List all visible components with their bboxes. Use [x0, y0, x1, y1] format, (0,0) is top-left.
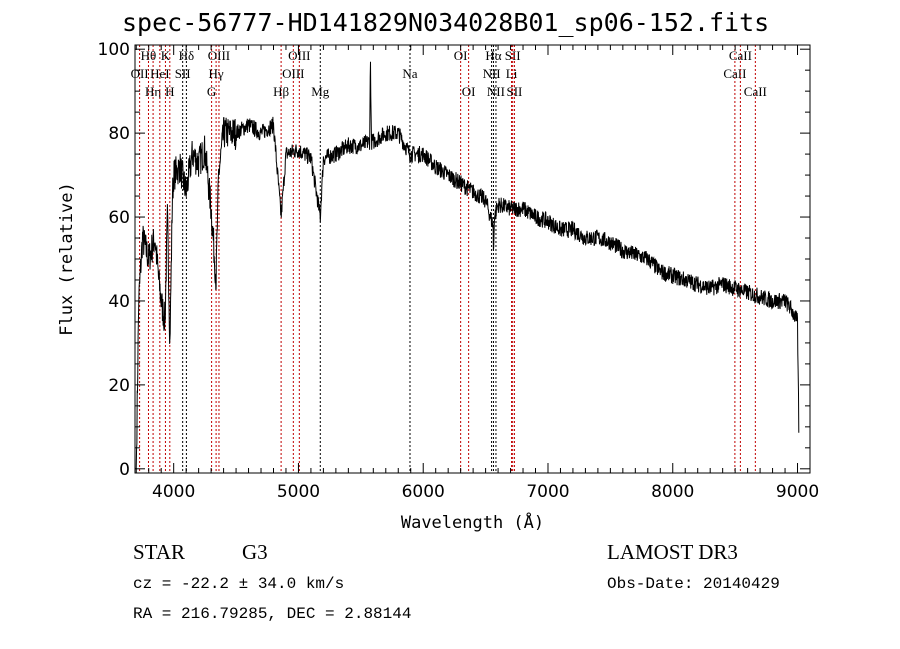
spectral-line-label: Na [402, 66, 417, 81]
spectral-line-label: CaII [729, 48, 752, 63]
ra-dec: RA = 216.79285, DEC = 2.88144 [133, 605, 412, 623]
y-tick-label: 0 [119, 460, 130, 480]
y-axis-label: Flux (relative) [57, 182, 77, 336]
chart-title: spec-56777-HD141829N034028B01_sp06-152.f… [122, 8, 770, 37]
spectral-line-label: OIII [208, 48, 230, 63]
spectral-line-label: Hδ [179, 48, 195, 63]
spectrum-line [135, 61, 800, 470]
spectral-line-label: HeI [150, 66, 170, 81]
spectral-line-label: Hα [485, 48, 501, 63]
x-tick-label: 7000 [526, 482, 569, 502]
spectral-line-label: Hη [145, 84, 161, 99]
spectral-line-label: SII [175, 66, 191, 81]
spectral-line-label: OIII [282, 66, 304, 81]
spectral-line-label: OI [462, 84, 476, 99]
object-class: STAR [133, 540, 185, 564]
spectral-line-label: OII [131, 66, 149, 81]
x-axis-label: Wavelength (Å) [401, 511, 544, 533]
redshift-text: cz = -22.2 ± 34.0 km/s [133, 575, 345, 593]
spectral-line-label: Li [506, 66, 518, 81]
x-tick-label: 9000 [776, 482, 819, 502]
object-subclass: G3 [242, 540, 268, 564]
spectral-line-label: OIII [288, 48, 310, 63]
spectral-line-label: CaII [723, 66, 746, 81]
spectral-line-label: Hβ [273, 84, 289, 99]
spectral-line-label: OI [454, 48, 468, 63]
spectral-line-label: H [165, 84, 174, 99]
spectral-line-label: G [207, 84, 216, 99]
spectral-line-label: K [161, 48, 171, 63]
y-tick-label: 60 [108, 208, 130, 228]
y-tick-label: 20 [108, 376, 130, 396]
spectral-line-label: Mg [311, 84, 330, 99]
x-tick-label: 6000 [402, 482, 445, 502]
plot-frame [134, 44, 811, 474]
spectral-line-label: SII [505, 48, 521, 63]
y-tick-label: 80 [108, 124, 130, 144]
y-tick-label: 100 [98, 40, 130, 60]
spectral-line-label: NII [487, 84, 505, 99]
x-tick-label: 5000 [277, 482, 320, 502]
obs-date: Obs-Date: 20140429 [607, 575, 780, 593]
spectral-line-label: Hγ [209, 66, 224, 81]
y-tick-label: 40 [108, 292, 130, 312]
x-tick-label: 8000 [651, 482, 694, 502]
survey-label: LAMOST DR3 [607, 540, 738, 564]
x-tick-label: 4000 [152, 482, 195, 502]
spectral-line-label: NII [483, 66, 501, 81]
spectral-line-label: Hθ [141, 48, 157, 63]
spectral-line-label: SII [506, 84, 522, 99]
spectral-line-label: CaII [744, 84, 767, 99]
